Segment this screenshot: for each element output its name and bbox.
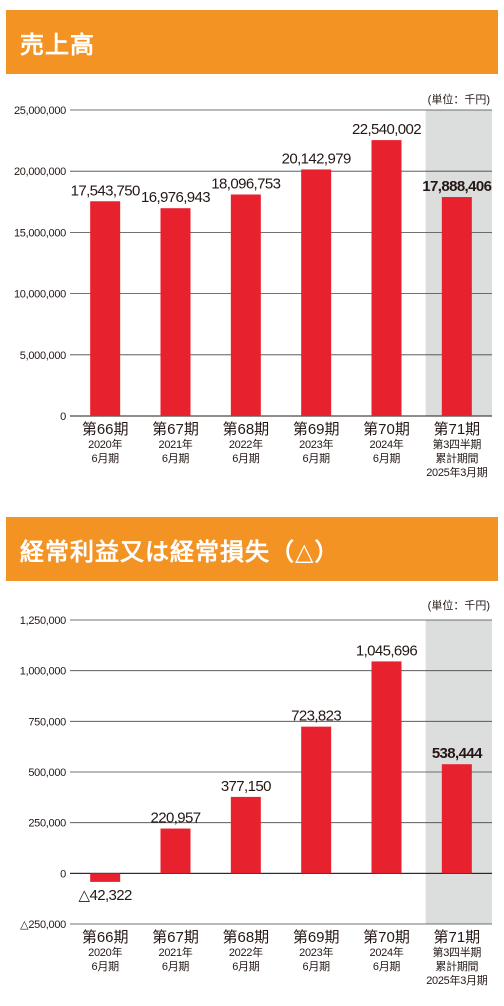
- ordinary-profit-category-sublabel: 6月期: [162, 960, 190, 973]
- sales-value-label: 22,540,002: [352, 121, 421, 138]
- sales-category-label: 第71期: [433, 420, 480, 438]
- sales-category-sublabel: 6月期: [92, 452, 120, 465]
- sales-section-title: 売上高: [20, 31, 95, 59]
- ordinary-profit-ytick-label: 0: [60, 868, 66, 880]
- ordinary-profit-value-label: △42,322: [79, 887, 132, 904]
- ordinary-profit-category-sublabel: 第3四半期: [433, 945, 482, 959]
- sales-ytick-label: 5,000,000: [20, 350, 66, 362]
- ordinary-profit-bar: [371, 661, 402, 874]
- sales-value-label: 17,888,406: [422, 178, 491, 195]
- ordinary-profit-category-sublabel: 2022年: [229, 945, 263, 959]
- sales-category-sublabel: 6月期: [373, 452, 401, 465]
- sales-value-label: 17,543,750: [71, 182, 140, 199]
- sales-category-sublabel: 2022年: [229, 437, 263, 451]
- sales-ytick-label: 15,000,000: [14, 227, 66, 239]
- sales-category-sublabel: 6月期: [303, 452, 331, 465]
- sales-category-label: 第66期: [82, 420, 129, 438]
- ordinary-profit-ytick-label: 1,250,000: [20, 615, 66, 627]
- ordinary-profit-category-sublabel: 2025年3月期: [426, 973, 487, 987]
- ordinary-profit-section-title: 経常利益又は経常損失（△）: [20, 538, 340, 566]
- ordinary-profit-category-sublabel: 2021年: [159, 945, 193, 959]
- ordinary-profit-chart: △250,000 0 250,000 500,000 750,000 1,000,000 1…: [0, 592, 504, 1002]
- ordinary-profit-bar: [441, 764, 472, 874]
- sales-ytick-label: 25,000,000: [14, 105, 66, 117]
- ordinary-profit-category-label: 第69期: [293, 928, 340, 946]
- sales-bar: [90, 201, 121, 416]
- ordinary-profit-category-label: 第71期: [433, 928, 480, 946]
- sales-bar: [160, 208, 191, 416]
- ordinary-profit-category-label: 第68期: [222, 928, 269, 946]
- sales-category-sublabel: 6月期: [162, 452, 190, 465]
- sales-unit-label: (単位：千円): [428, 92, 490, 106]
- sales-bar: [441, 197, 472, 416]
- ordinary-profit-section-header: 経常利益又は経常損失（△）: [6, 517, 498, 581]
- ordinary-profit-category-sublabel: 2023年: [299, 945, 333, 959]
- ordinary-profit-category-label: 第67期: [152, 928, 199, 946]
- ordinary-profit-category-sublabel: 累計期間: [435, 959, 478, 973]
- sales-ytick-label: 20,000,000: [14, 166, 66, 178]
- ordinary-profit-ytick-label: 250,000: [28, 818, 66, 830]
- ordinary-profit-bar: [90, 873, 121, 882]
- ordinary-profit-category-sublabel: 2024年: [370, 945, 404, 959]
- ordinary-profit-bar: [301, 726, 332, 874]
- sales-category-label: 第68期: [222, 420, 269, 438]
- ordinary-profit-category-sublabel: 6月期: [373, 960, 401, 973]
- ordinary-profit-bar: [230, 796, 261, 874]
- sales-category-sublabel: 6月期: [232, 452, 260, 465]
- sales-category-sublabel: 2024年: [370, 437, 404, 451]
- sales-category-label: 第67期: [152, 420, 199, 438]
- sales-category-sublabel: 2021年: [159, 437, 193, 451]
- sales-category-sublabel: 2020年: [88, 437, 122, 451]
- ordinary-profit-category-sublabel: 6月期: [92, 960, 120, 973]
- ordinary-profit-value-label: 377,150: [221, 778, 271, 795]
- sales-category-label: 第69期: [293, 420, 340, 438]
- ordinary-profit-category-label: 第70期: [363, 928, 410, 946]
- ordinary-profit-svg: △250,000 0 250,000 500,000 750,000 1,000,000 1…: [20, 598, 492, 987]
- ordinary-profit-category-sublabel: 6月期: [303, 960, 331, 973]
- sales-category-sublabel: 累計期間: [435, 451, 478, 465]
- sales-category-label: 第70期: [363, 420, 410, 438]
- sales-chart: 0 5,000,000 10,000,000 15,000,000 20,000,000…: [0, 86, 504, 496]
- sales-category-sublabel: 2023年: [299, 437, 333, 451]
- ordinary-profit-ytick-label: 500,000: [28, 767, 66, 779]
- sales-bar: [301, 169, 332, 416]
- sales-ytick-label: 0: [60, 411, 66, 423]
- ordinary-profit-category-sublabel: 2020年: [88, 945, 122, 959]
- sales-category-sublabel: 2025年3月期: [426, 465, 487, 479]
- ordinary-profit-value-label: 723,823: [291, 708, 341, 725]
- sales-value-label: 16,976,943: [141, 189, 210, 206]
- sales-ytick-label: 10,000,000: [14, 289, 66, 301]
- ordinary-profit-unit-label: (単位：千円): [428, 598, 490, 612]
- sales-bar: [371, 140, 402, 416]
- sales-section-header: 売上高: [6, 10, 498, 74]
- sales-value-label: 20,142,979: [282, 150, 351, 167]
- sales-bar: [230, 194, 261, 416]
- sales-value-label: 18,096,753: [211, 175, 280, 192]
- ordinary-profit-value-label: 1,045,696: [356, 642, 418, 659]
- ordinary-profit-value-label: 538,444: [432, 745, 483, 762]
- ordinary-profit-bar: [160, 828, 191, 874]
- ordinary-profit-category-sublabel: 6月期: [232, 960, 260, 973]
- sales-svg: 0 5,000,000 10,000,000 15,000,000 20,000,000…: [14, 92, 492, 479]
- ordinary-profit-ytick-label: △250,000: [20, 919, 66, 931]
- ordinary-profit-ytick-label: 750,000: [28, 716, 66, 728]
- ordinary-profit-value-label: 220,957: [150, 810, 200, 827]
- ordinary-profit-category-label: 第66期: [82, 928, 129, 946]
- ordinary-profit-ytick-label: 1,000,000: [20, 666, 66, 678]
- sales-category-sublabel: 第3四半期: [433, 437, 482, 451]
